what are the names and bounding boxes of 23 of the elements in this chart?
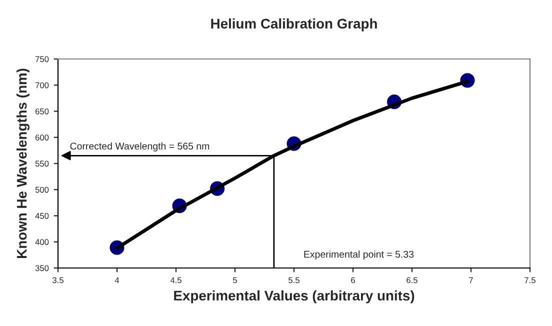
y-tick-label: 750 xyxy=(35,56,49,62)
x-tick-label: 6.5 xyxy=(406,277,418,284)
y-tick-label: 550 xyxy=(35,160,49,167)
x-tick-label: 5 xyxy=(233,277,237,284)
y-tick-label: 450 xyxy=(35,212,49,219)
annotation: Experimental point = 5.33 xyxy=(304,250,414,260)
y-tick-label: 700 xyxy=(35,82,49,88)
y-tick-label: 350 xyxy=(35,265,49,272)
chart-title: Helium Calibration Graph xyxy=(211,18,377,32)
y-axis-title: Known He Wavelengths (nm) xyxy=(16,68,30,258)
x-axis-title: Experimental Values (arbitrary units) xyxy=(174,290,414,304)
y-tick-label: 500 xyxy=(35,186,49,193)
x-tick-label: 7 xyxy=(469,277,473,284)
x-tick-label: 5.5 xyxy=(288,277,300,284)
x-tick-label: 7.5 xyxy=(524,277,536,284)
x-tick-label: 4 xyxy=(114,277,120,284)
annotation: Corrected Wavelength = 565 nm xyxy=(70,142,210,152)
y-tick-label: 600 xyxy=(35,134,49,140)
y-tick-label: 400 xyxy=(35,239,49,245)
x-tick-label: 4.5 xyxy=(170,277,182,284)
x-tick-label: 3.5 xyxy=(52,277,64,284)
y-tick-label: 650 xyxy=(35,108,49,114)
x-tick-label: 6 xyxy=(351,277,355,284)
